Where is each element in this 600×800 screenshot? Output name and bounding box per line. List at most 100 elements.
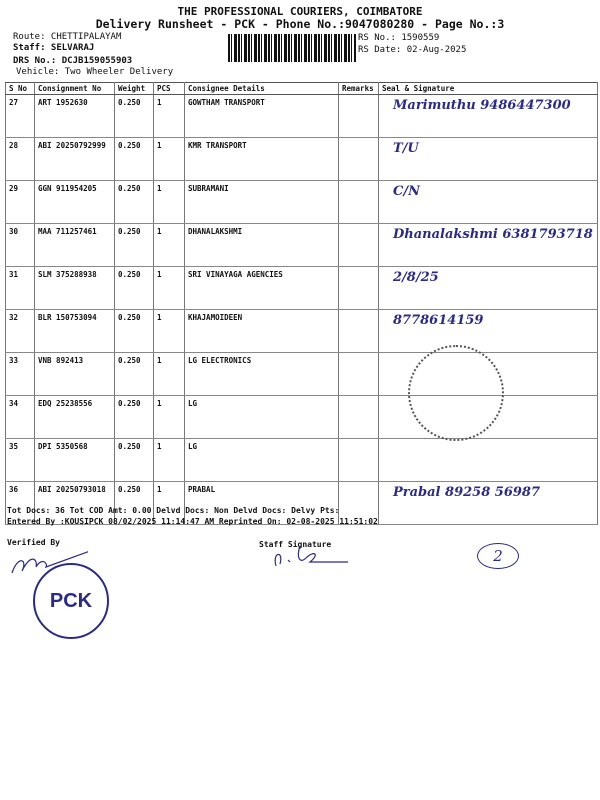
col-header-pcs: PCS xyxy=(153,82,185,95)
cell-sno: 29 xyxy=(5,180,35,224)
barcode xyxy=(228,34,356,62)
handwritten-signature: T/U xyxy=(393,141,419,156)
cell-pcs: 1 xyxy=(153,137,185,181)
cell-consignee-details: LG xyxy=(184,438,339,482)
cell-seal-signature: C/N xyxy=(378,180,598,224)
cell-consignment-no: MAA 711257461 xyxy=(34,223,115,267)
cell-consignee-details: PRABAL xyxy=(184,481,339,525)
cell-remarks xyxy=(338,137,379,181)
cell-seal-signature: 8778614159 xyxy=(378,309,598,353)
table-row: 30 MAA 711257461 0.250 1 DHANALAKSHMI Dhanala… xyxy=(5,223,598,267)
totals-line: Tot Docs: 36 Tot COD Amt: 0.00 Delvd Doc… xyxy=(7,506,340,515)
cell-pcs: 1 xyxy=(153,352,185,396)
cell-sno: 30 xyxy=(5,223,35,267)
staff-signature-label: Staff Signature xyxy=(259,540,332,549)
table-row: 31 SLM 375288938 0.250 1 SRI VINAYAGA AGENCI… xyxy=(5,266,598,310)
company-name: THE PROFESSIONAL COURIERS, COIMBATORE xyxy=(177,5,423,18)
cell-remarks xyxy=(338,395,379,439)
handwritten-signature: Dhanalakshmi 6381793718 xyxy=(393,227,593,242)
cell-pcs: 1 xyxy=(153,438,185,482)
cell-seal-signature: Prabal 89258 56987 xyxy=(378,481,598,525)
cell-sno: 32 xyxy=(5,309,35,353)
cell-sno: 27 xyxy=(5,94,35,138)
cell-remarks xyxy=(338,180,379,224)
col-header-consignee-details: Consignee Details xyxy=(184,82,339,95)
table-row: 27 ART 1952630 0.250 1 GOWTHAM TRANSPORT Mari… xyxy=(5,94,598,138)
cell-weight: 0.250 xyxy=(114,309,154,353)
col-header-weight: Weight xyxy=(114,82,154,95)
cell-sno: 34 xyxy=(5,395,35,439)
cell-consignee-details: KHAJAMOIDEEN xyxy=(184,309,339,353)
entered-by-line: Entered By :KOUSIPCK 08/02/2025 11:14:47… xyxy=(7,517,378,526)
cell-consignment-no: ABI 20250792999 xyxy=(34,137,115,181)
cell-weight: 0.250 xyxy=(114,180,154,224)
cell-consignee-details: SRI VINAYAGA AGENCIES xyxy=(184,266,339,310)
table-row: 32 BLR 150753094 0.250 1 KHAJAMOIDEEN 8778614… xyxy=(5,309,598,353)
cell-weight: 0.250 xyxy=(114,266,154,310)
cell-sno: 28 xyxy=(5,137,35,181)
table-row: 34 EDQ 25238556 0.250 1 LG xyxy=(5,395,598,439)
cell-consignee-details: DHANALAKSHMI xyxy=(184,223,339,267)
table-row: 35 DPI 5350568 0.250 1 LG xyxy=(5,438,598,482)
cell-remarks xyxy=(338,223,379,267)
cell-pcs: 1 xyxy=(153,395,185,439)
company-seal xyxy=(408,345,504,441)
cell-consignee-details: LG xyxy=(184,395,339,439)
cell-weight: 0.250 xyxy=(114,94,154,138)
col-header-seal-signature: Seal & Signature xyxy=(378,82,598,95)
cell-remarks xyxy=(338,266,379,310)
page-mark: 2 xyxy=(477,543,519,569)
cell-seal-signature: 2/8/25 xyxy=(378,266,598,310)
col-header-consignment-no: Consignment No xyxy=(34,82,115,95)
cell-consignee-details: KMR TRANSPORT xyxy=(184,137,339,181)
cell-remarks xyxy=(338,352,379,396)
cell-seal-signature xyxy=(378,438,598,482)
table-row: 28 ABI 20250792999 0.250 1 KMR TRANSPORT T/U xyxy=(5,137,598,181)
cell-weight: 0.250 xyxy=(114,395,154,439)
cell-consignee-details: LG ELECTRONICS xyxy=(184,352,339,396)
cell-remarks xyxy=(338,94,379,138)
handwritten-signature: Prabal 89258 56987 xyxy=(393,485,541,500)
cell-weight: 0.250 xyxy=(114,438,154,482)
cell-seal-signature: Marimuthu 9486447300 xyxy=(378,94,598,138)
cell-consignment-no: VNB 892413 xyxy=(34,352,115,396)
cell-consignment-no: SLM 375288938 xyxy=(34,266,115,310)
table-row: 33 VNB 892413 0.250 1 LG ELECTRONICS xyxy=(5,352,598,396)
cell-pcs: 1 xyxy=(153,309,185,353)
cell-pcs: 1 xyxy=(153,266,185,310)
handwritten-signature: C/N xyxy=(393,184,420,199)
cell-consignment-no: GGN 911954205 xyxy=(34,180,115,224)
route: Route: CHETTIPALAYAM xyxy=(13,32,122,42)
cell-consignment-no: ART 1952630 xyxy=(34,94,115,138)
cell-remarks xyxy=(338,438,379,482)
cell-weight: 0.250 xyxy=(114,223,154,267)
cell-consignment-no: EDQ 25238556 xyxy=(34,395,115,439)
vehicle: Vehicle: Two Wheeler Delivery xyxy=(16,67,174,77)
rs-number: RS No.: 1590559 xyxy=(358,33,440,43)
cell-consignee-details: GOWTHAM TRANSPORT xyxy=(184,94,339,138)
cell-seal-signature: Dhanalakshmi 6381793718 xyxy=(378,223,598,267)
cell-sno: 36 xyxy=(5,481,35,525)
cell-remarks xyxy=(338,309,379,353)
cell-seal-signature: T/U xyxy=(378,137,598,181)
table-row: 36 ABI 20250793018 0.250 1 PRABAL Prabal 8925… xyxy=(5,481,598,525)
cell-remarks xyxy=(338,481,379,525)
staff: Staff: SELVARAJ xyxy=(13,43,95,53)
consignment-table: S No Consignment No Weight PCS Consignee Det… xyxy=(5,82,598,525)
staff-signature xyxy=(274,545,348,567)
cell-pcs: 1 xyxy=(153,94,185,138)
cell-pcs: 1 xyxy=(153,223,185,267)
col-header-remarks: Remarks xyxy=(338,82,379,95)
col-header-sno: S No xyxy=(5,82,35,95)
document-title: Delivery Runsheet - PCK - Phone No.:9047… xyxy=(95,17,505,31)
cell-sno: 35 xyxy=(5,438,35,482)
cell-weight: 0.250 xyxy=(114,352,154,396)
handwritten-signature: Marimuthu 9486447300 xyxy=(393,98,571,113)
cell-consignee-details: SUBRAMANI xyxy=(184,180,339,224)
table-row: 29 GGN 911954205 0.250 1 SUBRAMANI C/N xyxy=(5,180,598,224)
cell-weight: 0.250 xyxy=(114,481,154,525)
cell-consignment-no: ABI 20250793018 xyxy=(34,481,115,525)
verified-by-label: Verified By xyxy=(7,538,60,547)
cell-weight: 0.250 xyxy=(114,137,154,181)
pck-stamp: PCK xyxy=(33,563,109,639)
